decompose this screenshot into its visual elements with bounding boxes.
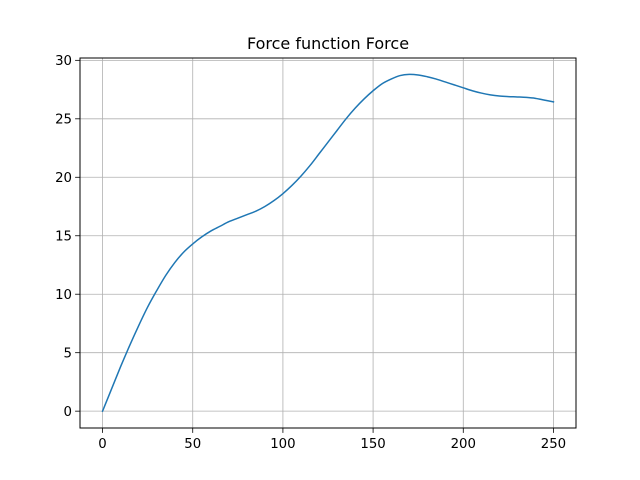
series-line [101, 73, 555, 413]
y-tick-label: 5 [64, 346, 72, 361]
y-tick-label: 15 [55, 229, 72, 244]
ticks: 0 50 100 150 200 250 0 5 10 15 20 25 30 [55, 54, 566, 452]
y-tick-label: 20 [55, 171, 72, 186]
y-tick-label: 30 [55, 54, 72, 69]
x-tick-label: 250 [541, 437, 566, 452]
y-tick-label: 0 [64, 405, 72, 420]
y-tick-label: 10 [55, 288, 72, 303]
grid [80, 58, 576, 428]
x-tick-label: 0 [98, 437, 106, 452]
x-tick-label: 100 [270, 437, 295, 452]
x-tick-label: 50 [184, 437, 201, 452]
y-tick-label: 25 [55, 112, 72, 127]
x-tick-label: 200 [451, 437, 476, 452]
axes-frame [79, 57, 577, 429]
series-layer [101, 73, 555, 413]
chart-title: Force function Force [247, 34, 409, 53]
x-tick-label: 150 [360, 437, 385, 452]
